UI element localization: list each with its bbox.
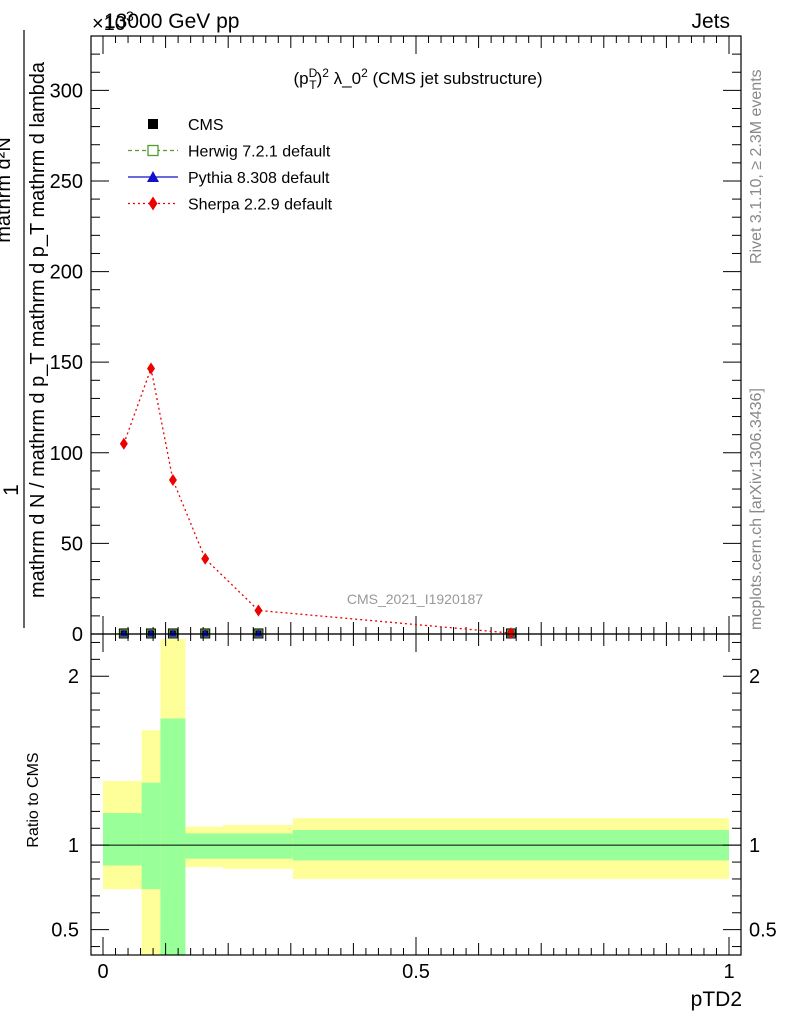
legend-label: Herwig 7.2.1 default [188, 144, 331, 161]
header-jets: Jets [691, 10, 730, 33]
plot-title: (pD T)2 λ_02 (CMS jet substructure) [293, 66, 542, 92]
pythia-point [119, 629, 128, 637]
y-tick-label: 150 [50, 352, 83, 374]
sherpa-point [506, 627, 515, 640]
y-label-numerator: 1 [0, 484, 23, 496]
main-y-tick-labels: 0 50 100 150 200 250 300 [50, 80, 83, 646]
y-exponent: ×103 [92, 8, 134, 35]
y-tick-label: 200 [50, 262, 83, 284]
analysis-watermark: CMS_2021_I1920187 [347, 591, 483, 607]
sherpa-point [254, 604, 263, 617]
ratio-bands [103, 639, 729, 955]
legend-marker-pythia [147, 171, 159, 182]
ratio-band-inner [185, 833, 224, 859]
main-panel: 0 50 100 150 200 250 300 [50, 35, 742, 646]
legend-marker-cms [148, 119, 158, 129]
pythia-point [254, 629, 263, 637]
x-tick-labels: 0 0.5 1 [97, 961, 734, 983]
ratio-panel: 0.5 0.51 12 2 0 0.5 1 [51, 633, 777, 983]
legend-label: Pythia 8.308 default [188, 170, 330, 187]
ratio-y-tick-label-left: 2 [68, 666, 79, 688]
pythia-point [168, 629, 177, 637]
x-tick-label: 0 [97, 961, 108, 983]
sherpa-line [123, 366, 512, 634]
ratio-y-tick-label-right: 0.5 [749, 920, 777, 942]
y-tick-label: 250 [50, 171, 83, 193]
sherpa-point [147, 362, 156, 375]
ratio-axis-ticks [91, 634, 741, 955]
x-tick-label: 0.5 [402, 961, 430, 983]
rivet-label: Rivet 3.1.10, ≥ 2.3M events [748, 69, 765, 264]
legend-label: Sherpa 2.2.9 default [188, 197, 333, 214]
ratio-plot-frame [90, 633, 742, 956]
y-label-denominator: mathrm d N / mathrm d p_T mathrm d p_T m… [27, 61, 49, 598]
main-y-label: 1 mathrm d N / mathrm d p_T mathrm d p_T… [0, 30, 49, 628]
x-axis-label: pTD2 [691, 988, 742, 1011]
mcplots-label: mcplots.cern.ch [arXiv:1306.3436] [748, 388, 765, 630]
y-tick-label: 50 [61, 533, 83, 555]
ratio-band-inner [103, 813, 142, 866]
y-tick-label: 100 [50, 443, 83, 465]
ratio-y-tick-label-right: 2 [749, 666, 760, 688]
y-label-top: mathrm d²N [0, 137, 15, 243]
ratio-y-label: Ratio to CMS [25, 752, 42, 847]
legend-marker-herwig [147, 144, 159, 157]
legend-label: CMS [188, 117, 224, 134]
ratio-y-tick-labels: 0.5 0.5 1 1 2 2 [51, 666, 777, 941]
ratio-y-tick-label-left: 1 [68, 835, 79, 857]
ratio-band-inner [141, 782, 161, 890]
ratio-y-tick-label-right: 1 [749, 835, 760, 857]
y-tick-label: 300 [50, 80, 83, 102]
ratio-band-inner [223, 833, 293, 859]
legend-marker-sherpa [148, 196, 158, 211]
x-tick-label: 1 [723, 961, 734, 983]
ratio-y-tick-label-left: 0.5 [51, 920, 79, 942]
legend: CMS Herwig 7.2.1 default Pythia 8.308 defa… [128, 117, 333, 214]
sherpa-point [168, 473, 177, 486]
ratio-band-inner [160, 718, 186, 955]
sherpa-point [201, 552, 210, 565]
header-process: 13000 GeV pp [104, 10, 239, 33]
sherpa-point [119, 437, 128, 450]
y-tick-label: 0 [72, 624, 83, 646]
